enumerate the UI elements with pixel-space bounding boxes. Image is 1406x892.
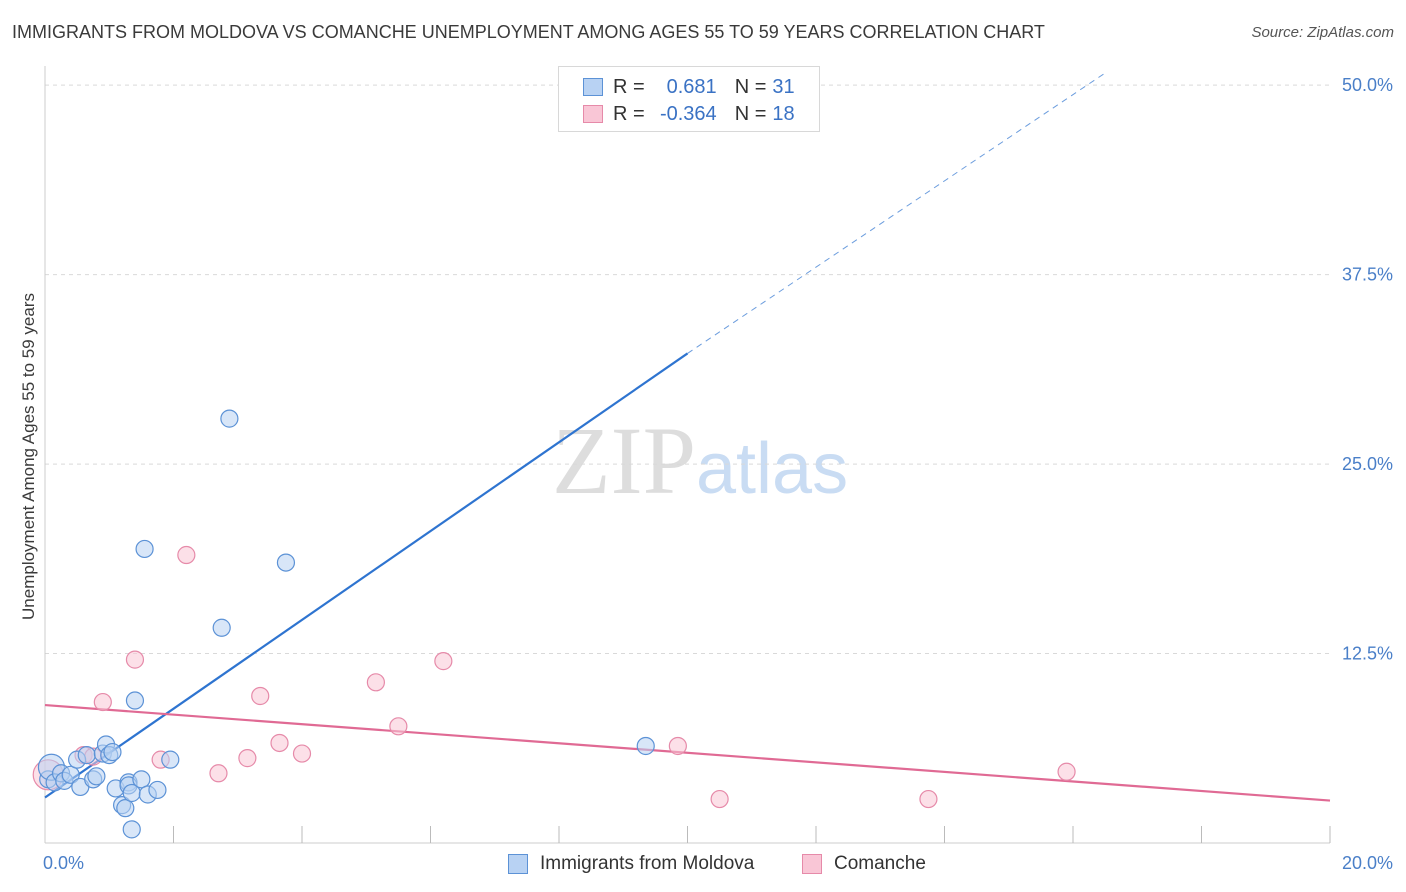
x-tick-label: 20.0% xyxy=(1342,853,1393,873)
comanche-point xyxy=(93,692,112,712)
source-label: Source: ZipAtlas.com xyxy=(1251,24,1394,41)
legend-comanche-label: Comanche xyxy=(834,853,926,874)
comanche-point xyxy=(366,673,385,692)
comanche-point xyxy=(238,749,257,768)
legend-comanche-swatch xyxy=(802,854,822,874)
comanche-point xyxy=(710,789,729,809)
moldova-point xyxy=(636,736,655,756)
comanche-point xyxy=(251,686,270,706)
comanche-point xyxy=(434,652,453,671)
moldova-point xyxy=(87,767,106,786)
moldova-point xyxy=(212,618,231,637)
y-tick-label: 12.5% xyxy=(1342,644,1393,664)
comanche-point xyxy=(125,650,145,669)
moldova-r-value: 0.681 xyxy=(666,75,717,98)
moldova-point xyxy=(125,691,145,710)
y-tick-label: 37.5% xyxy=(1342,265,1393,285)
moldova-point xyxy=(122,820,141,839)
moldova-point xyxy=(220,409,239,428)
moldova-point xyxy=(116,799,135,818)
moldova-point xyxy=(77,745,96,765)
comanche-n-label: N = xyxy=(734,102,767,125)
y-axis-label: Unemployment Among Ages 55 to 59 years xyxy=(19,293,38,620)
comanche-point xyxy=(1057,762,1076,781)
stats-box: R = 0.681 N = 31 R = -0.364 N = 18 xyxy=(558,66,820,132)
moldova-point xyxy=(135,539,154,559)
comanche-point xyxy=(919,789,938,809)
stats-row-comanche: R = -0.364 N = 18 xyxy=(583,102,795,126)
comanche-point xyxy=(389,717,408,736)
comanche-trend-line xyxy=(44,703,1331,802)
chart-title: IMMIGRANTS FROM MOLDOVA VS COMANCHE UNEM… xyxy=(12,22,1045,42)
moldova-point xyxy=(161,750,180,769)
comanche-point xyxy=(292,744,312,763)
moldova-n-label: N = xyxy=(734,75,767,98)
legend-item-comanche[interactable]: Comanche xyxy=(802,852,926,876)
label-layer: 12.5% 25.0% 37.5% 50.0% 0.0% 20.0% Unemploymen… xyxy=(19,75,1393,873)
comanche-n-value: 18 xyxy=(772,102,795,125)
moldova-trend-extension xyxy=(687,72,1106,354)
stats-row-moldova: R = 0.681 N = 31 xyxy=(583,75,795,99)
comanche-point xyxy=(270,733,289,753)
legend-moldova-label: Immigrants from Moldova xyxy=(540,853,755,874)
legend-moldova-swatch xyxy=(508,854,528,874)
point-layer xyxy=(32,409,1076,839)
moldova-point xyxy=(276,553,296,572)
legend-item-moldova[interactable]: Immigrants from Moldova xyxy=(508,852,754,876)
moldova-n-value: 31 xyxy=(772,75,795,98)
comanche-point xyxy=(209,764,228,783)
comanche-swatch xyxy=(583,105,603,123)
y-tick-label: 50.0% xyxy=(1342,75,1393,95)
y-tick-label: 25.0% xyxy=(1342,454,1393,474)
axis-layer xyxy=(44,66,1331,844)
moldova-r-label: R = xyxy=(613,75,645,98)
comanche-r-value: -0.364 xyxy=(659,102,717,125)
trend-layer xyxy=(44,72,1331,802)
moldova-trend-line xyxy=(44,352,689,799)
moldova-point xyxy=(61,765,80,784)
comanche-r-label: R = xyxy=(613,102,645,125)
moldova-point xyxy=(132,770,151,789)
moldova-swatch xyxy=(583,78,603,96)
comanche-point xyxy=(668,736,687,756)
moldova-point xyxy=(103,742,122,762)
comanche-point xyxy=(177,545,196,565)
grid-layer xyxy=(45,84,1330,655)
moldova-point xyxy=(148,780,167,800)
x-tick-label: 0.0% xyxy=(43,853,84,873)
